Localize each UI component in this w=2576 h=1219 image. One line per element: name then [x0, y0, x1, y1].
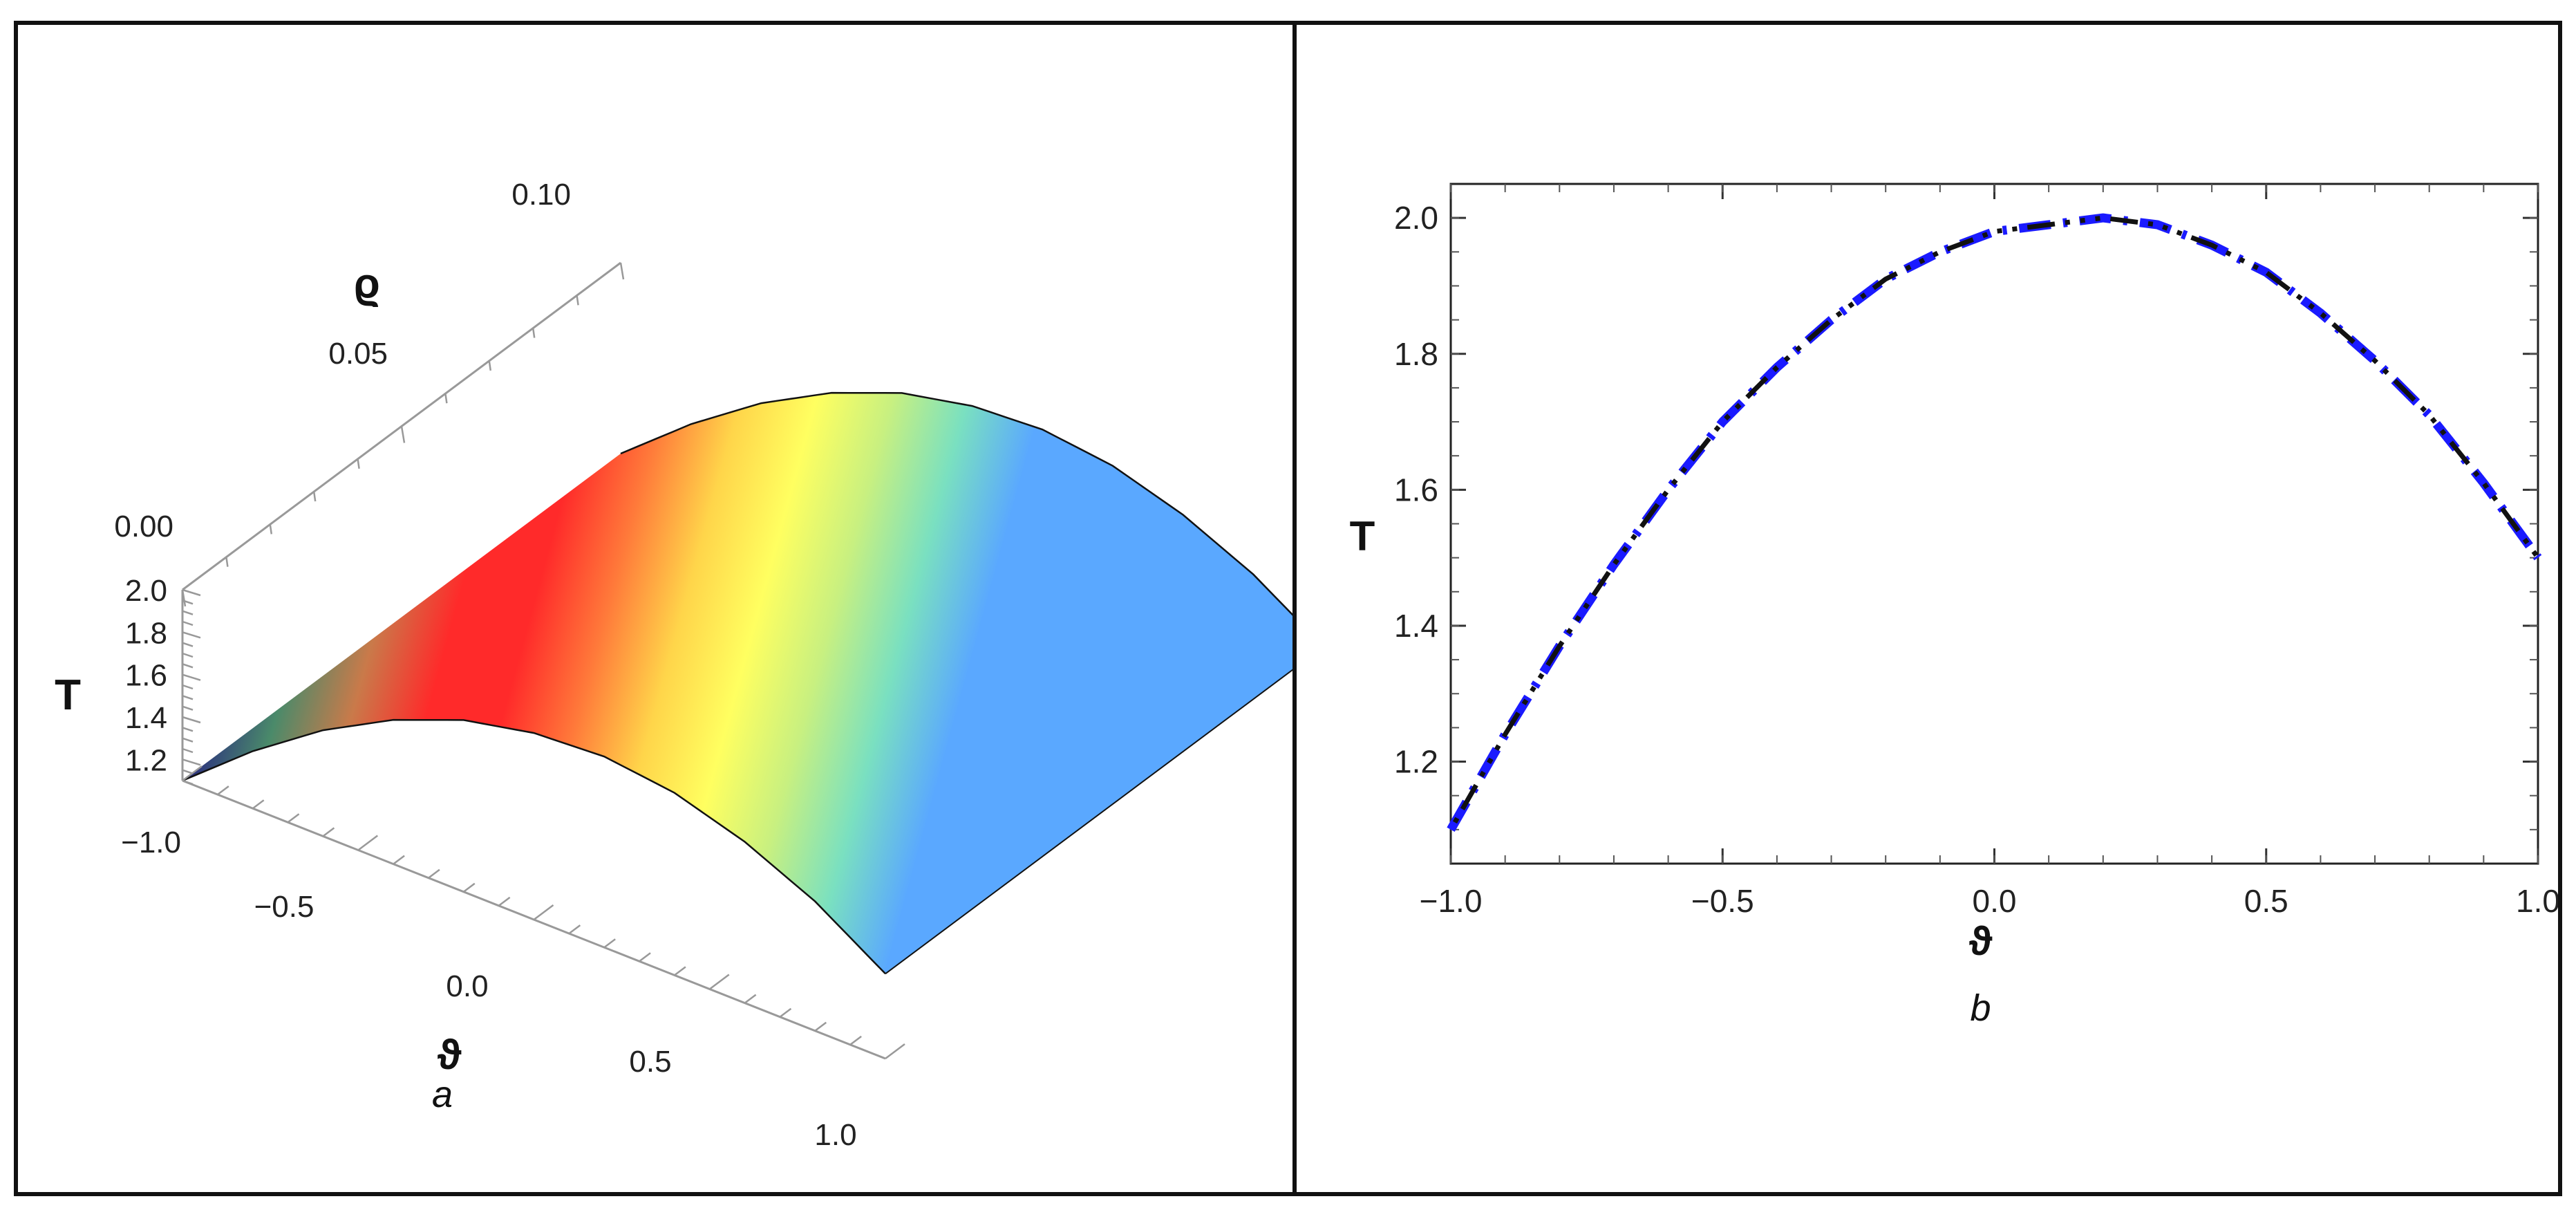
y-tick-label: 2.0: [1394, 200, 1438, 236]
z-tick: [182, 684, 194, 690]
x-tick-label: −1.0: [121, 826, 181, 859]
x-tick: [463, 882, 476, 893]
z-tick-label: 1.6: [125, 659, 167, 693]
y-tick: [576, 295, 579, 306]
x-tick: [533, 904, 554, 920]
x-tick: [779, 1007, 792, 1018]
x-tick: [393, 855, 405, 865]
x-tick-label: 0.0: [446, 969, 488, 1003]
x-tick-label: 1.0: [2516, 883, 2558, 919]
x-tick: [744, 994, 757, 1004]
z-tick: [182, 588, 201, 597]
x-tick-label: 0.5: [629, 1045, 671, 1079]
y-tick: [357, 458, 360, 469]
x-tick-label: −0.5: [254, 890, 314, 924]
z-tick: [182, 779, 194, 785]
y-tick: [488, 360, 492, 371]
z-tick: [182, 652, 194, 658]
y-tick-label: 0.05: [328, 337, 388, 371]
y-tick: [532, 328, 536, 338]
z-tick: [182, 663, 194, 669]
surface-mesh: [182, 393, 1324, 974]
z-tick-label: 1.8: [125, 616, 167, 650]
surface-right-edge: [885, 646, 1324, 975]
series-line-1: [1447, 213, 2542, 832]
z-tick: [182, 747, 194, 754]
y-tick: [400, 426, 406, 443]
x-tick: [885, 1043, 905, 1059]
z-tick: [182, 610, 194, 615]
y-tick-label: 0.00: [114, 510, 173, 543]
x-tick-label: 0.0: [1973, 883, 2017, 919]
surface-front-edge: [182, 718, 886, 975]
z-tick-label: 1.4: [125, 701, 167, 735]
y-tick-label: 1.4: [1394, 608, 1438, 644]
y-tick: [181, 589, 187, 607]
x-tick: [498, 896, 511, 906]
x-tick-label: 1.0: [814, 1118, 856, 1152]
z-tick: [182, 631, 201, 639]
x-tick-label: 0.5: [2244, 883, 2288, 919]
z-tick-label: 1.2: [125, 743, 167, 777]
y-tick-label: 1.6: [1394, 472, 1438, 508]
y-tick: [269, 524, 273, 534]
z-tick: [182, 705, 194, 711]
x-tick: [217, 785, 229, 796]
z-tick: [182, 695, 194, 700]
series-line-2: [1448, 215, 2540, 831]
z-tick: [182, 642, 194, 647]
y-tick-label: 1.2: [1394, 744, 1438, 780]
surface-back-edge: [620, 391, 1324, 648]
z-axis-label: T: [55, 671, 81, 719]
panel-a: −1.0 −0.5 0.0 0.5 1.0 0.00 0.05 0.10 1.2 1.4 1.6 1.…: [14, 21, 1324, 1196]
x-tick: [287, 813, 300, 823]
x-tick: [603, 938, 616, 949]
z-tick: [182, 759, 201, 766]
x-tick-label: −0.5: [1691, 883, 1754, 919]
x-tick: [357, 835, 378, 851]
z-tick: [182, 599, 194, 605]
x-axis-label: ϑ: [1969, 919, 1993, 964]
y-axis-label: ϱ: [354, 260, 380, 308]
y-tick-label: 1.8: [1394, 336, 1438, 372]
y-tick: [312, 491, 317, 502]
x-tick: [428, 868, 440, 879]
x-tick-label: −1.0: [1420, 883, 1483, 919]
line-plot: −1.0 −0.5 0.0 0.5 1.0 1.2 1.4 1.6 1.8 2.0 ϑ Tb: [1350, 183, 2560, 1029]
x-tick: [674, 966, 686, 976]
y-tick-label: 0.10: [511, 178, 571, 212]
x-tick: [814, 1021, 827, 1032]
y-tick: [225, 557, 229, 567]
y-tick: [619, 262, 625, 280]
x-axis-label: ϑ: [438, 1032, 462, 1078]
x-tick: [322, 827, 335, 837]
x-tick: [252, 799, 265, 810]
z-tick: [182, 620, 194, 626]
x-tick: [639, 952, 651, 962]
z-tick-label: 2.0: [125, 574, 167, 608]
x-tick: [849, 1035, 862, 1045]
x-tick: [568, 924, 581, 935]
z-tick: [182, 727, 194, 732]
z-tick: [182, 716, 201, 724]
z-tick: [182, 769, 194, 774]
surface-plot: −1.0 −0.5 0.0 0.5 1.0 0.00 0.05 0.10 1.2 1.4 1.6 1.…: [55, 178, 1324, 1152]
z-tick: [182, 673, 201, 681]
x-tick: [709, 974, 730, 990]
y-tick: [444, 393, 448, 404]
panel-label-b: b: [1970, 987, 1991, 1029]
plot-frame: [1449, 183, 2539, 865]
y-axis-label: T: [1350, 513, 1375, 559]
panel-label-a: a: [432, 1074, 453, 1115]
z-tick: [182, 737, 194, 743]
